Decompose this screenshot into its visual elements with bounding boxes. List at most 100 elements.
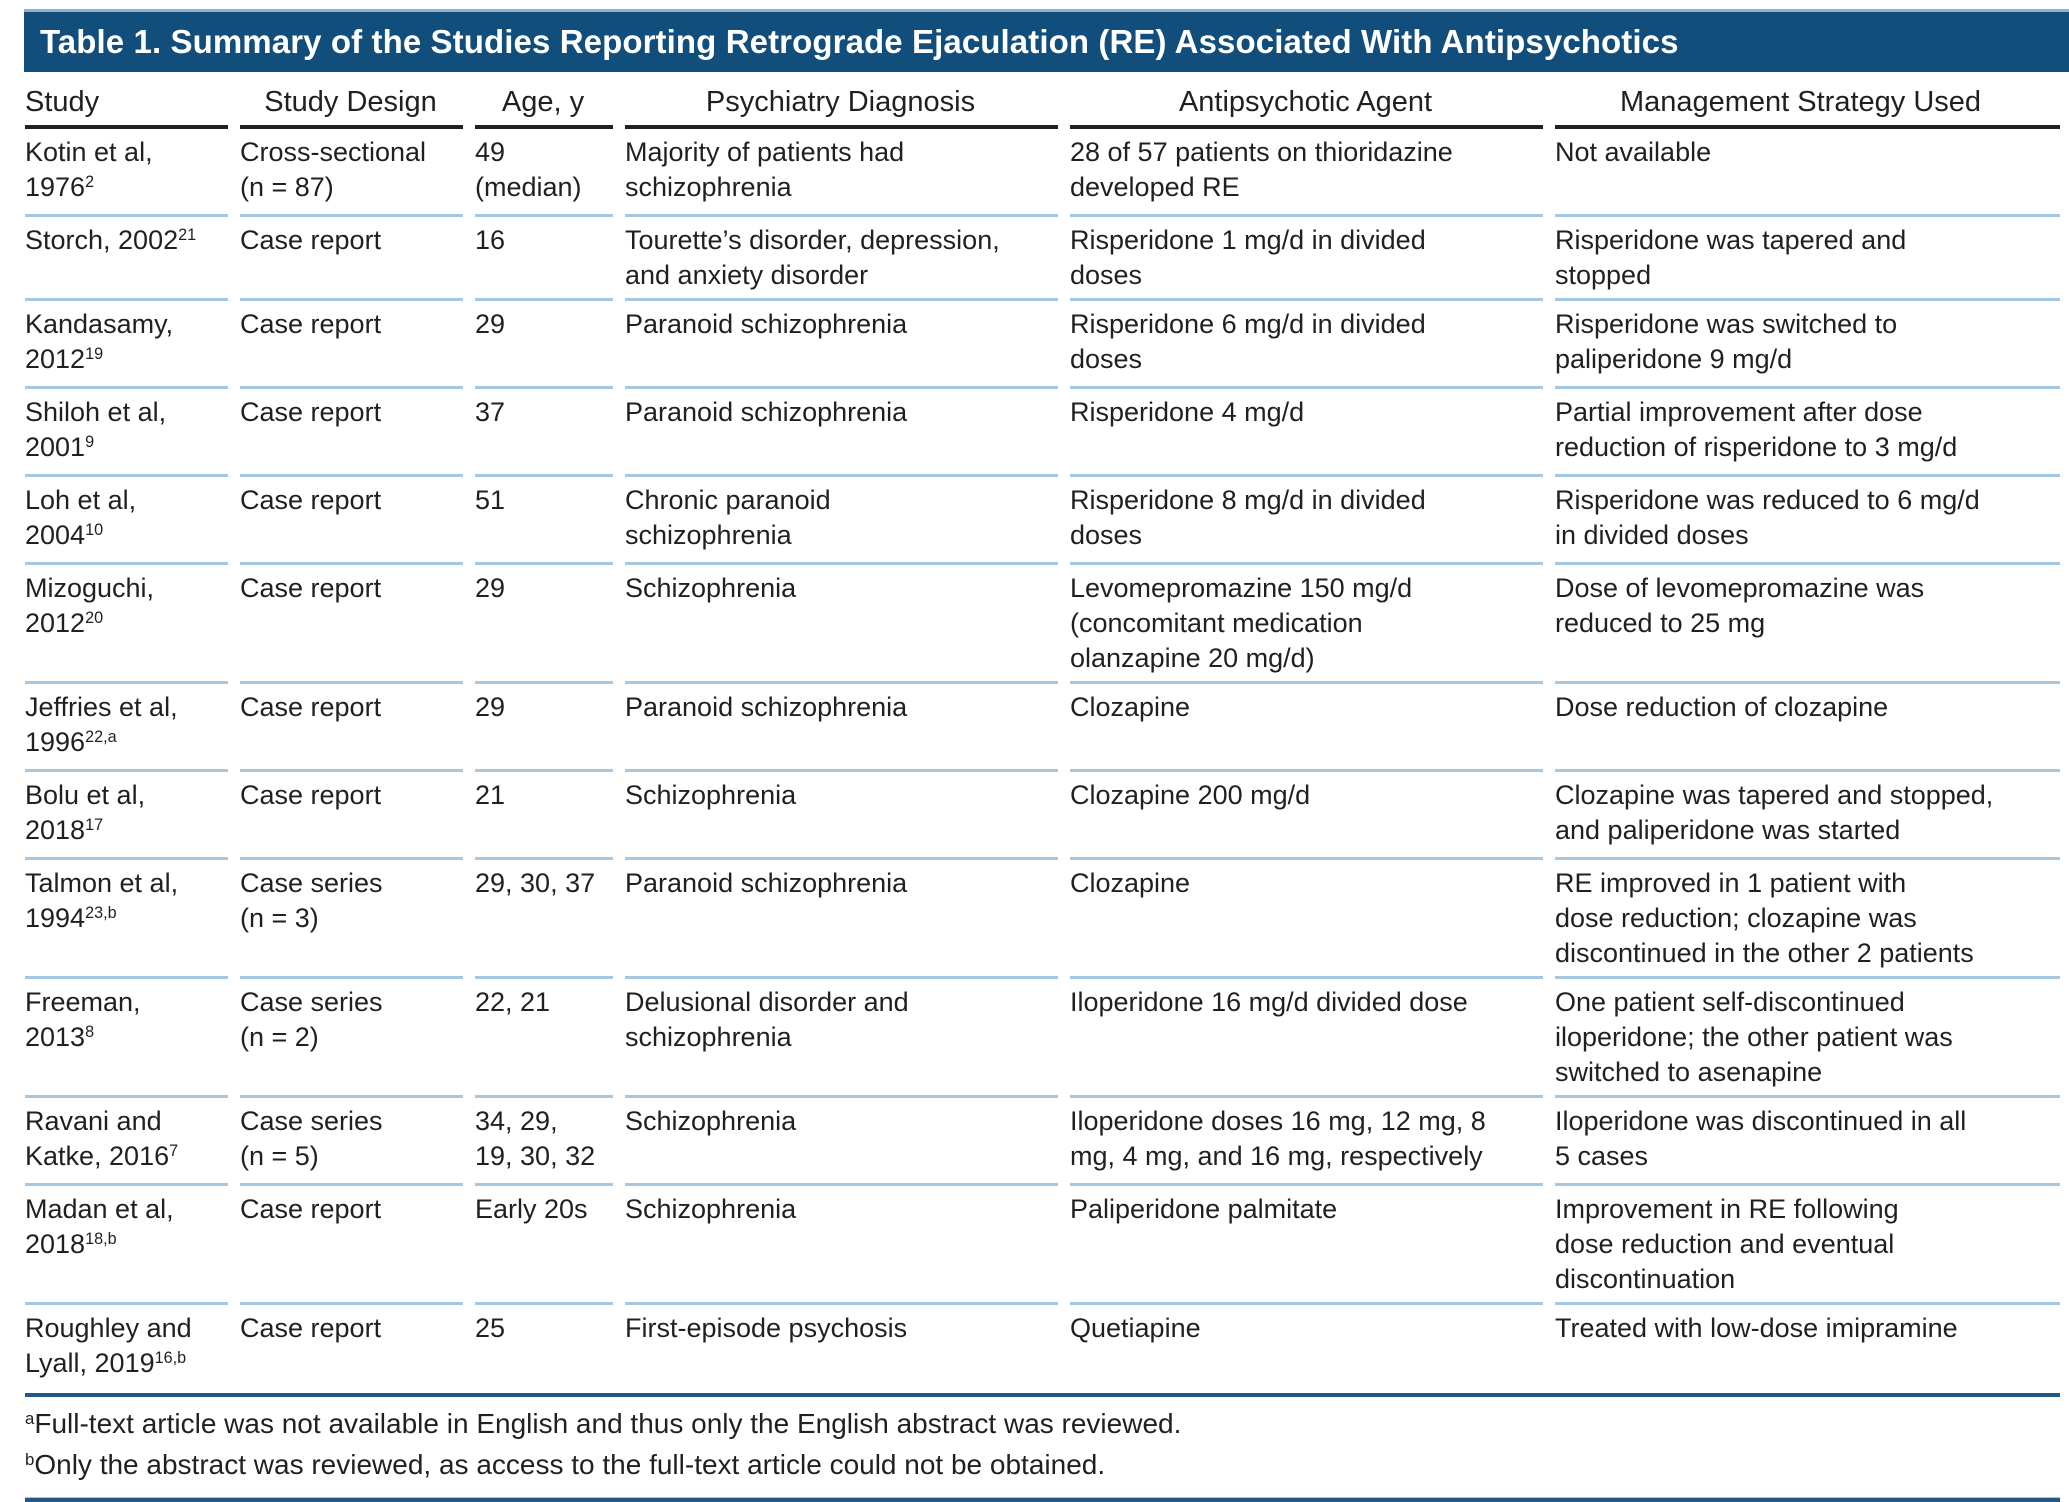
cell-agent: Risperidone 4 mg/d [1070,389,1555,477]
cell-design: Case report [240,389,475,477]
cell-age: 16 [475,217,625,301]
column-header-age: Age, y [475,72,625,129]
cell-design: Case report [240,301,475,389]
column-header-agent: Antipsychotic Agent [1070,72,1555,129]
cell-age: 51 [475,477,625,565]
cell-diagnosis: Tourette’s disorder, depression, and anx… [625,217,1070,301]
cell-diagnosis: Schizophrenia [625,1186,1070,1305]
cell-age: Early 20s [475,1186,625,1305]
cell-design: Case report [240,772,475,860]
cell-management: Iloperidone was discontinued in all 5 ca… [1555,1098,2060,1186]
table-row: Kotin et al, 19762 Cross-sectional (n = 8… [25,129,2060,217]
cell-diagnosis: Paranoid schizophrenia [625,684,1070,772]
header-row: Study Study Design Age, y Psychiatry Dia… [25,72,2060,129]
table-row: Roughley and Lyall, 201916,b Case report 2… [25,1305,2060,1393]
column-header-diagnosis: Psychiatry Diagnosis [625,72,1070,129]
cell-diagnosis: Paranoid schizophrenia [625,301,1070,389]
cell-management: Clozapine was tapered and stopped, and p… [1555,772,2060,860]
table-row: Shiloh et al, 20019 Case report 37 Paranoid… [25,389,2060,477]
table-row: Ravani and Katke, 20167 Case series (n = … [25,1098,2060,1186]
cell-design: Case series (n = 3) [240,860,475,979]
cell-study: Loh et al, 200410 [25,477,240,565]
cell-study: Kotin et al, 19762 [25,129,240,217]
cell-agent: Risperidone 1 mg/d in divided doses [1070,217,1555,301]
journal-table-figure: Table 1. Summary of the Studies Reportin… [0,9,2069,1502]
cell-design: Case series (n = 2) [240,979,475,1098]
cell-design: Case series (n = 5) [240,1098,475,1186]
cell-agent: Levomepromazine 150 mg/d (concomitant me… [1070,565,1555,684]
cell-agent: Clozapine [1070,860,1555,979]
footnote-marker: b [25,1449,35,1469]
cell-agent: Iloperidone 16 mg/d divided dose [1070,979,1555,1098]
cell-study: Mizoguchi, 201220 [25,565,240,684]
cell-study: Storch, 200221 [25,217,240,301]
cell-agent: Risperidone 8 mg/d in divided doses [1070,477,1555,565]
reference-superscript: 21 [178,226,197,245]
cell-study: Madan et al, 201818,b [25,1186,240,1305]
cell-age: 49 (median) [475,129,625,217]
reference-superscript: 22,a [85,728,117,747]
cell-management: Partial improvement after dose reduction… [1555,389,2060,477]
reference-superscript: 20 [85,609,104,628]
reference-superscript: 7 [169,1142,179,1161]
footnote: bOnly the abstract was reviewed, as acce… [25,1449,1106,1480]
reference-superscript: 10 [85,521,104,540]
footnote-top-rule [25,1393,2060,1397]
cell-study: Bolu et al, 201817 [25,772,240,860]
cell-management: Risperidone was switched to paliperidone… [1555,301,2060,389]
reference-superscript: 19 [85,345,104,364]
cell-agent: Clozapine [1070,684,1555,772]
cell-management: Dose reduction of clozapine [1555,684,2060,772]
table-row: Kandasamy, 201219 Case report 29 Paranoid s… [25,301,2060,389]
footnote: aFull-text article was not available in … [25,1408,1182,1439]
cell-agent: Quetiapine [1070,1313,1201,1343]
cell-study: Talmon et al, 199423,b [25,860,240,979]
cell-study: Kandasamy, 201219 [25,301,240,389]
reference-superscript: 18,b [85,1230,117,1249]
table-row: Madan et al, 201818,b Case report Early 20… [25,1186,2060,1305]
cell-management: Not available [1555,129,2060,217]
table-title-bar: Table 1. Summary of the Studies Reportin… [24,9,2069,72]
cell-design: Cross-sectional (n = 87) [240,129,475,217]
cell-diagnosis: Paranoid schizophrenia [625,860,1070,979]
cell-age: 25 [475,1313,506,1343]
bottom-rule [25,1497,2060,1502]
column-header-study: Study [25,72,240,129]
table-row: Talmon et al, 199423,b Case series (n = 3… [25,860,2060,979]
cell-age: 22, 21 [475,979,625,1098]
cell-diagnosis: Paranoid schizophrenia [625,389,1070,477]
cell-age: 34, 29, 19, 30, 32 [475,1098,625,1186]
cell-design: Case report [240,1186,475,1305]
reference-superscript: 8 [85,1023,95,1042]
cell-diagnosis: Schizophrenia [625,772,1070,860]
cell-management: Dose of levomepromazine was reduced to 2… [1555,565,2060,684]
cell-diagnosis: Chronic paranoid schizophrenia [625,477,1070,565]
table-row: Bolu et al, 201817 Case report 21 Schizophr… [25,772,2060,860]
reference-superscript: 9 [85,433,95,452]
table-row: Jeffries et al, 199622,a Case report 29 Par… [25,684,2060,772]
column-header-design: Study Design [240,72,475,129]
cell-age: 29 [475,301,625,389]
cell-management: RE improved in 1 patient with dose reduc… [1555,860,2060,979]
cell-agent: Risperidone 6 mg/d in divided doses [1070,301,1555,389]
table-row: Freeman, 20138 Case series (n = 2) 22, 21 D… [25,979,2060,1098]
table-row: Storch, 200221 Case report 16 Tourette’s di… [25,217,2060,301]
reference-superscript: 23,b [85,904,117,923]
cell-age: 29 [475,565,625,684]
cell-management: Treated with low-dose imipramine [1555,1313,1958,1343]
cell-design: Case report [240,217,475,301]
cell-diagnosis: Schizophrenia [625,1098,1070,1186]
reference-superscript: 2 [85,173,95,192]
cell-age: 29 [475,684,625,772]
cell-agent: Clozapine 200 mg/d [1070,772,1555,860]
cell-diagnosis: Delusional disorder and schizophrenia [625,979,1070,1098]
cell-design: Case report [240,684,475,772]
cell-design: Case report [240,477,475,565]
cell-design: Case report [240,565,475,684]
cell-diagnosis: Schizophrenia [625,565,1070,684]
cell-diagnosis: Majority of patients had schizophrenia [625,129,1070,217]
footnote-marker: a [25,1408,35,1428]
studies-table: Study Study Design Age, y Psychiatry Dia… [25,72,2060,1393]
cell-age: 21 [475,772,625,860]
cell-study: Freeman, 20138 [25,979,240,1098]
